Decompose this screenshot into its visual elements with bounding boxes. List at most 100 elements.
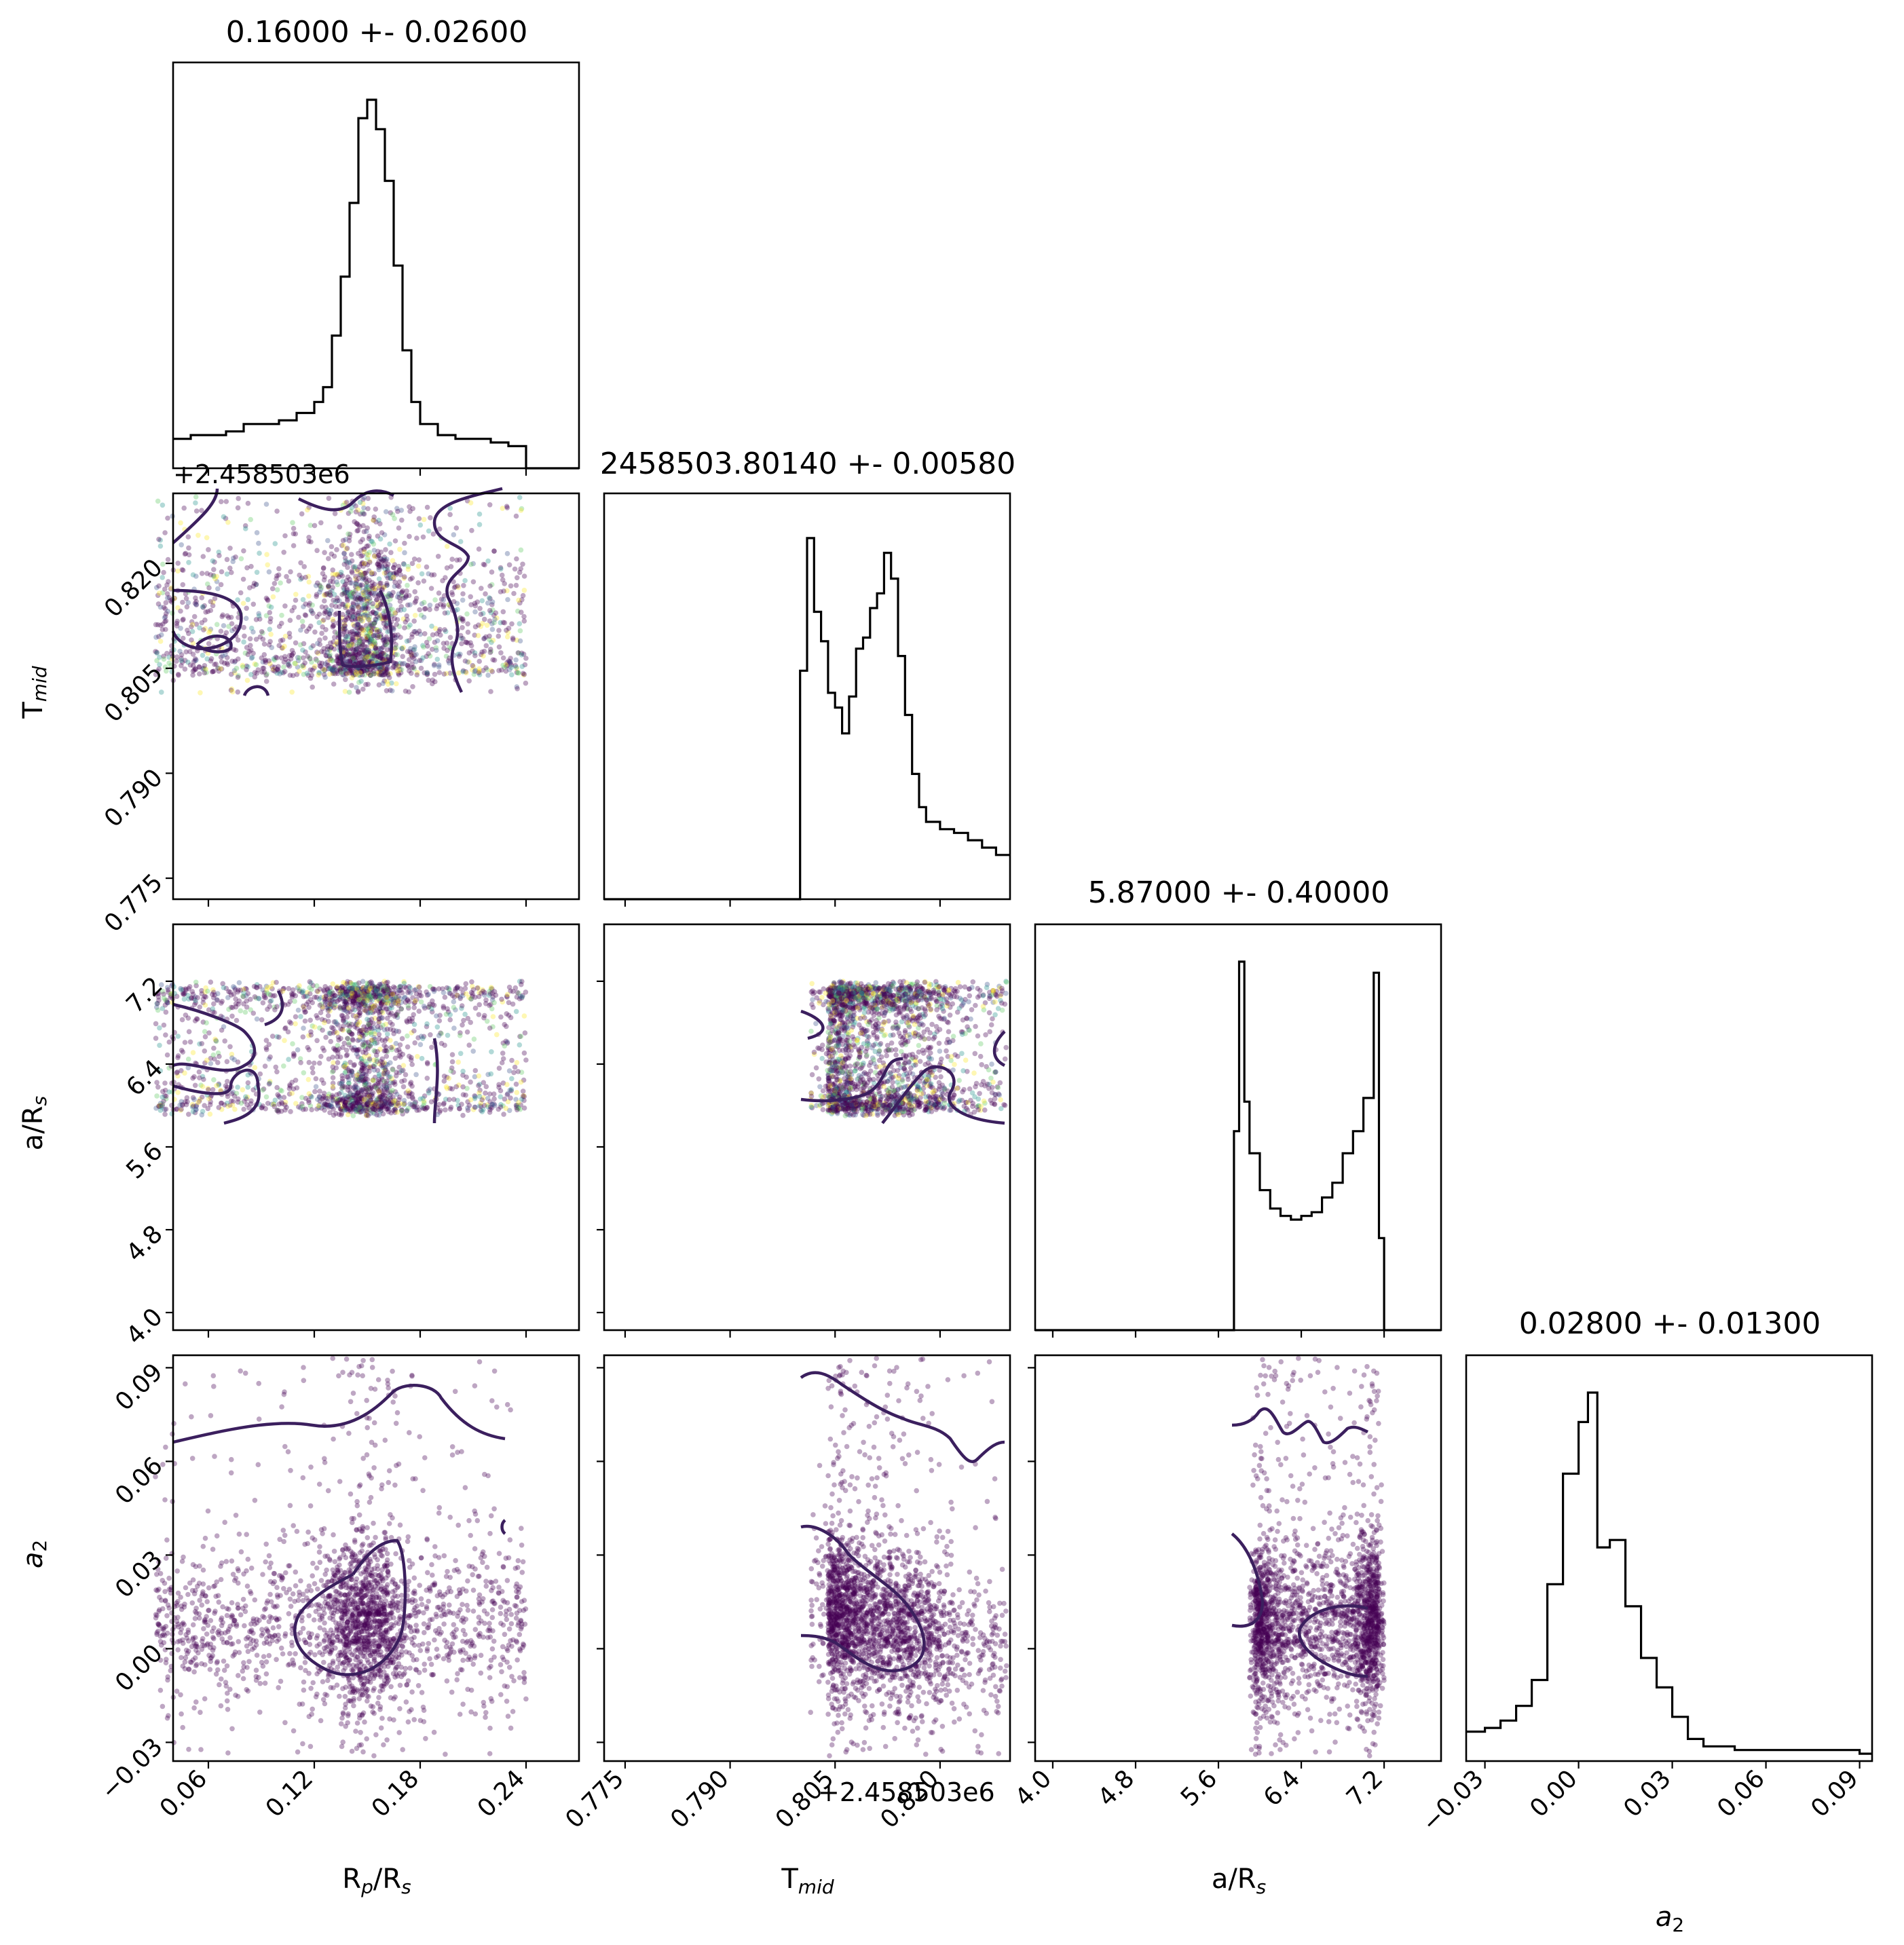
- sample-point: [373, 645, 378, 651]
- sample-point: [412, 998, 418, 1004]
- sample-point: [322, 661, 328, 667]
- sample-point: [434, 647, 439, 654]
- sample-point: [810, 1004, 816, 1011]
- sample-point: [333, 1065, 339, 1071]
- sample-point: [376, 650, 382, 656]
- sample-point: [500, 577, 506, 583]
- sample-point: [349, 1068, 354, 1074]
- sample-point: [274, 1084, 280, 1091]
- sample-point: [517, 638, 523, 644]
- sample-point: [416, 516, 422, 521]
- sample-point: [199, 1112, 205, 1118]
- sample-point: [352, 1084, 358, 1090]
- sample-point: [306, 1099, 312, 1106]
- sample-point: [264, 552, 269, 557]
- sample-point: [303, 1009, 309, 1015]
- sample-point: [358, 569, 363, 575]
- sample-point: [343, 671, 349, 676]
- sample-point: [460, 1084, 466, 1090]
- sample-point: [517, 569, 523, 575]
- sample-point: [442, 610, 448, 616]
- sample-point: [219, 1000, 224, 1006]
- sample-point: [491, 548, 497, 554]
- sample-point: [373, 616, 378, 622]
- sample-point: [331, 1106, 336, 1112]
- sample-point: [175, 1055, 181, 1061]
- sample-point: [359, 572, 365, 578]
- sample-point: [378, 635, 384, 641]
- sample-point: [379, 1038, 385, 1043]
- sample-point: [231, 1057, 238, 1063]
- sample-point: [464, 611, 470, 617]
- sample-point: [470, 662, 475, 668]
- sample-point: [272, 1103, 278, 1110]
- sample-point: [226, 624, 231, 629]
- sample-point: [394, 617, 400, 622]
- sample-point: [321, 617, 326, 623]
- sample-point: [521, 573, 527, 579]
- sample-point: [314, 983, 320, 989]
- sample-point: [381, 650, 386, 656]
- sample-point: [186, 986, 191, 992]
- sample-point: [257, 550, 262, 556]
- sample-point: [334, 579, 339, 585]
- sample-point: [388, 687, 393, 693]
- sample-point: [426, 677, 432, 683]
- sample-point: [186, 560, 191, 565]
- sample-point: [521, 1013, 527, 1019]
- sample-point: [240, 994, 246, 999]
- sample-point: [331, 553, 337, 559]
- sample-point: [244, 677, 250, 683]
- sample-point: [413, 599, 419, 604]
- sample-point: [337, 666, 343, 673]
- sample-point: [260, 1103, 265, 1109]
- sample-point: [421, 578, 427, 584]
- sample-point: [499, 667, 504, 673]
- sample-point: [396, 1053, 402, 1059]
- sample-point: [175, 1090, 181, 1095]
- sample-point: [401, 607, 407, 613]
- sample-point: [347, 667, 353, 673]
- sample-point: [390, 1067, 396, 1073]
- sample-point: [265, 597, 270, 603]
- sample-point: [431, 989, 437, 994]
- sample-point: [469, 979, 474, 985]
- sample-point: [432, 671, 438, 677]
- sample-point: [303, 574, 309, 580]
- sample-point: [225, 1078, 230, 1084]
- sample-point: [504, 1039, 510, 1045]
- sample-point: [250, 1011, 257, 1016]
- sample-point: [360, 686, 366, 692]
- sample-point: [498, 566, 504, 572]
- sample-point: [229, 1103, 236, 1108]
- sample-point: [405, 1088, 411, 1094]
- sample-point: [279, 612, 284, 618]
- sample-point: [321, 577, 327, 583]
- sample-point: [420, 534, 426, 540]
- sample-point: [496, 633, 502, 639]
- sample-point: [509, 621, 515, 627]
- sample-point: [378, 634, 384, 639]
- sample-point: [365, 1017, 370, 1022]
- sample-point: [431, 662, 437, 668]
- sample-point: [260, 1087, 265, 1093]
- sample-point: [476, 622, 481, 628]
- sample-point: [318, 1053, 324, 1059]
- sample-point: [487, 1002, 492, 1008]
- sample-point: [285, 662, 291, 668]
- sample-point: [407, 1053, 412, 1059]
- sample-point: [221, 985, 227, 991]
- sample-point: [211, 1077, 217, 1082]
- sample-point: [243, 526, 248, 531]
- sample-point: [378, 1059, 384, 1064]
- sample-point: [327, 1000, 333, 1006]
- sample-point: [511, 590, 517, 597]
- sample-point: [229, 689, 236, 695]
- sample-point: [316, 620, 322, 626]
- sample-point: [174, 1069, 181, 1075]
- sample-point: [219, 499, 224, 504]
- sample-point: [199, 1094, 205, 1100]
- sample-point: [489, 621, 495, 626]
- sample-point: [460, 625, 465, 630]
- sample-point: [496, 644, 502, 650]
